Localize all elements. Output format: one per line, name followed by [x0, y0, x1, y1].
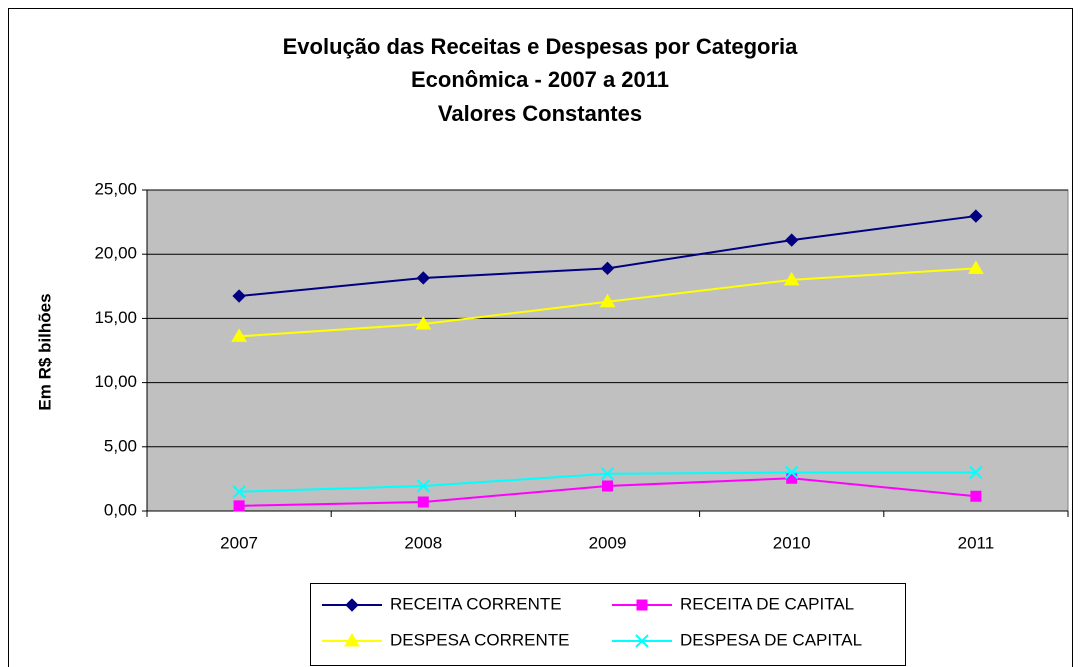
marker [600, 261, 615, 276]
legend-box [310, 583, 906, 666]
marker [232, 485, 246, 499]
x-tick-label: 2010 [773, 533, 811, 552]
marker [968, 260, 984, 274]
y-tick-label: 5,00 [104, 436, 137, 455]
marker [636, 599, 648, 611]
marker [416, 479, 431, 493]
x-tick-label: 2011 [958, 533, 995, 552]
marker [635, 634, 649, 648]
marker [784, 465, 799, 480]
marker [599, 293, 616, 308]
marker [344, 633, 360, 647]
y-tick-label: 10,00 [94, 372, 137, 391]
marker [969, 465, 983, 480]
marker [602, 480, 613, 492]
marker [784, 233, 799, 247]
legend-label: DESPESA CORRENTE [390, 630, 570, 649]
plot-area [146, 189, 1069, 512]
marker [345, 598, 359, 612]
marker [417, 496, 429, 508]
marker [600, 467, 615, 481]
legend-label: RECEITA CORRENTE [390, 594, 562, 613]
marker [970, 490, 982, 502]
y-axis-label: Em R$ bilhões [35, 293, 54, 410]
marker [969, 209, 983, 223]
x-tick-label: 2009 [589, 533, 627, 552]
chart-title: Valores Constantes [438, 101, 642, 126]
marker [232, 289, 246, 303]
legend-label: DESPESA DE CAPITAL [680, 630, 862, 649]
y-tick-label: 20,00 [94, 244, 137, 263]
chart-title: Econômica - 2007 a 2011 [411, 67, 669, 92]
x-tick-label: 2008 [404, 533, 442, 552]
marker [416, 271, 431, 285]
marker [231, 328, 247, 342]
marker [783, 271, 800, 286]
x-tick-label: 2007 [220, 533, 258, 552]
y-tick-label: 0,00 [104, 500, 137, 519]
marker [233, 500, 245, 512]
legend-label: RECEITA DE CAPITAL [680, 594, 854, 613]
marker [415, 316, 432, 330]
chart-title: Evolução das Receitas e Despesas por Cat… [283, 34, 799, 59]
y-tick-label: 25,00 [94, 179, 137, 198]
y-tick-label: 15,00 [94, 308, 137, 327]
